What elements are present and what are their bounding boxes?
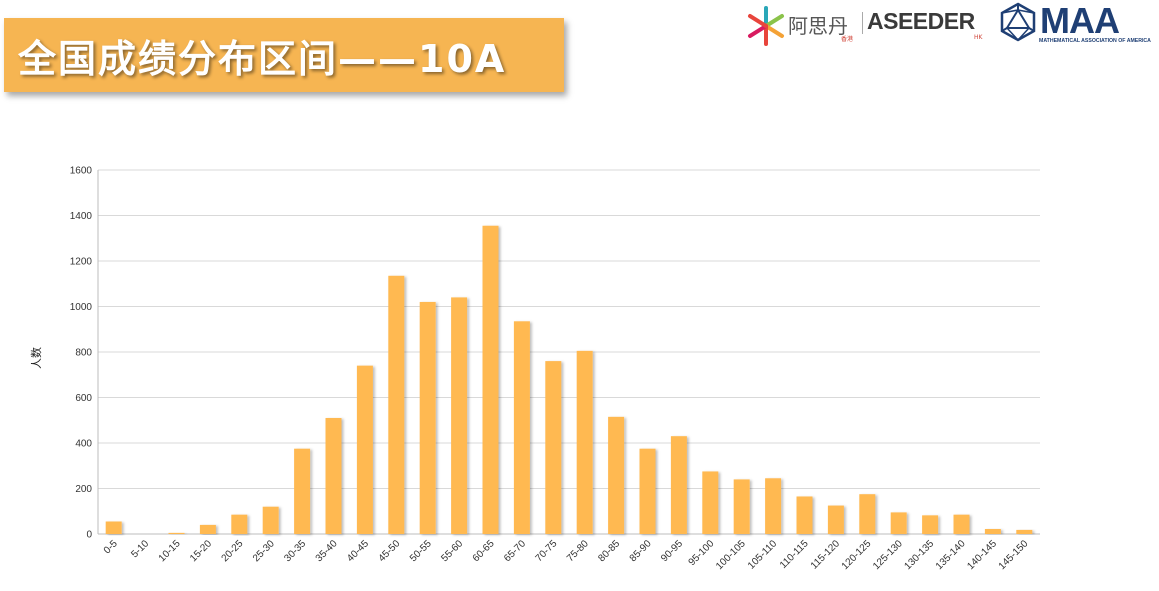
bar-20-25	[231, 514, 248, 534]
x-tick-label: 10-15	[157, 538, 183, 564]
y-tick-label: 600	[75, 393, 92, 404]
x-tick-label: 35-40	[314, 538, 340, 564]
bar-145-150	[1016, 529, 1033, 534]
asi-logo-icon	[748, 6, 784, 46]
bar-layer	[105, 225, 1033, 535]
x-tick-label: 135-140	[934, 538, 968, 572]
bar-125-130	[890, 512, 907, 534]
x-tick-label: 140-145	[965, 538, 999, 572]
bar-50-55	[419, 301, 436, 534]
maa-logo-sub: MATHEMATICAL ASSOCIATION OF AMERICA	[1039, 38, 1151, 44]
x-tick-label: 115-120	[809, 538, 843, 572]
maa-polyhedron-icon	[1000, 2, 1036, 42]
y-tick-label: 200	[75, 484, 92, 495]
y-axis-label: 人数	[30, 347, 43, 369]
x-tick-label: 40-45	[345, 538, 371, 564]
x-tick-label: 95-100	[687, 538, 717, 568]
bar-105-110	[765, 478, 782, 534]
x-tick-label: 130-135	[902, 538, 936, 572]
bar-80-85	[608, 416, 625, 534]
y-tick-label: 400	[75, 439, 92, 450]
x-tick-label: 55-60	[439, 538, 465, 564]
bar-70-75	[545, 361, 562, 534]
aseeder-logo-sub: HK	[974, 34, 983, 41]
bar-10-15	[168, 532, 185, 534]
bar-0-5	[105, 521, 122, 534]
x-tick-label: 30-35	[282, 538, 308, 564]
x-tick-label: 110-115	[778, 538, 811, 571]
x-tick-label: 50-55	[408, 538, 434, 564]
bar-135-140	[953, 514, 970, 534]
bar-120-125	[859, 494, 876, 534]
asi-logo-text: 阿思丹	[788, 14, 848, 38]
bar-85-90	[639, 448, 656, 534]
maa-logo-text: MAA	[1040, 0, 1120, 41]
bar-35-40	[325, 417, 342, 534]
x-tick-label: 105-110	[746, 538, 780, 572]
x-tick-label: 45-50	[377, 538, 403, 564]
bar-130-135	[922, 515, 939, 534]
grid-layer	[98, 169, 1040, 535]
x-tick-label: 65-70	[502, 538, 528, 564]
y-tick-label: 1400	[70, 211, 93, 222]
x-tick-label: 80-85	[596, 538, 622, 564]
bar-100-105	[733, 479, 750, 534]
logo-divider	[862, 12, 863, 34]
x-tick-label: 145-150	[997, 538, 1031, 572]
x-tick-label: 125-130	[871, 538, 905, 572]
bar-60-65	[482, 225, 499, 535]
x-tick-label: 15-20	[188, 538, 214, 564]
y-tick-label: 1600	[70, 166, 93, 177]
x-tick-label: 75-80	[565, 538, 591, 564]
y-tick-label: 1000	[70, 302, 93, 313]
bar-90-95	[670, 436, 687, 534]
aseeder-logo-text: ASEEDER	[867, 8, 975, 34]
y-tick-label: 1200	[70, 257, 93, 268]
x-tick-label: 60-65	[471, 538, 497, 564]
x-tick-label: 120-125	[840, 538, 874, 572]
x-tick-label: 0-5	[102, 538, 120, 556]
asi-logo-sub: 香港	[841, 36, 854, 43]
x-tick-label: 5-10	[129, 538, 151, 560]
x-tick-label: 90-95	[659, 538, 685, 564]
x-tick-label: 25-30	[251, 538, 277, 564]
x-tick-label: 70-75	[534, 538, 560, 564]
bar-75-80	[576, 350, 593, 534]
bar-40-45	[356, 365, 373, 534]
bar-110-115	[796, 496, 813, 534]
bar-55-60	[451, 297, 468, 534]
bar-25-30	[262, 506, 279, 534]
x-tick-label: 20-25	[220, 538, 246, 564]
title-banner: 全国成绩分布区间——10A	[4, 18, 564, 92]
bar-140-145	[984, 528, 1001, 534]
bar-30-35	[294, 448, 311, 534]
y-tick-label: 800	[75, 348, 92, 359]
bar-65-70	[513, 321, 530, 534]
x-tick-label: 85-90	[628, 538, 654, 564]
bar-15-20	[199, 524, 216, 534]
y-tick-label: 0	[86, 530, 92, 541]
bar-115-120	[827, 505, 844, 534]
bar-95-100	[702, 471, 719, 534]
bar-45-50	[388, 275, 405, 534]
x-tick-label: 100-105	[714, 538, 748, 572]
logo-area: 阿思丹 香港 ASEEDER HK MAA MATHEMATICAL ASSOC…	[740, 0, 1159, 50]
page-title: 全国成绩分布区间——10A	[18, 37, 507, 81]
